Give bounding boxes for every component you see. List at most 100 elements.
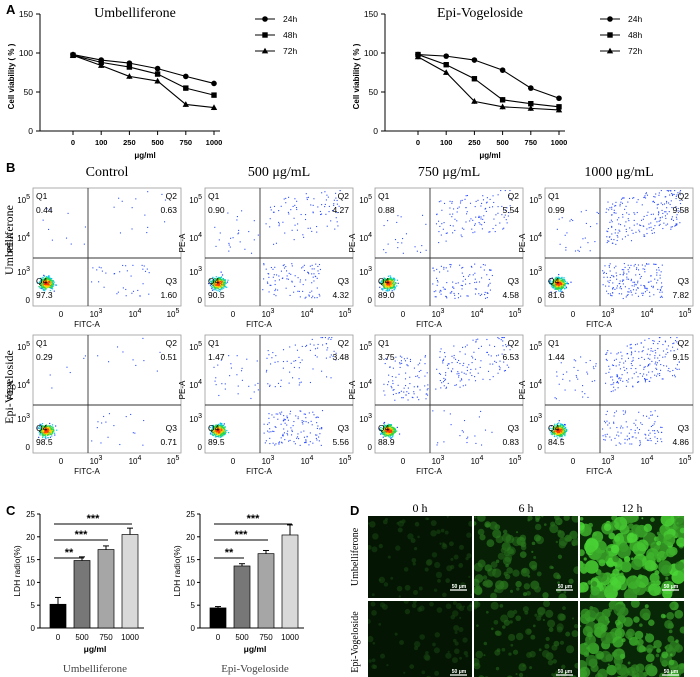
event-dot [380, 432, 382, 435]
event-dot [116, 346, 119, 348]
event-dot [395, 376, 397, 378]
event-dot [105, 421, 107, 423]
event-dot [558, 276, 560, 279]
event-dot [210, 280, 212, 283]
event-dot [633, 265, 635, 267]
event-dot [293, 291, 295, 293]
event-dot [668, 202, 670, 204]
event-dot [560, 282, 562, 284]
event-dot [46, 276, 48, 278]
event-dot [648, 281, 650, 283]
event-dot [445, 232, 447, 234]
event-dot [386, 281, 388, 283]
event-dot [481, 277, 483, 279]
event-dot [570, 281, 572, 283]
event-dot [248, 385, 250, 387]
event-dot [213, 284, 215, 286]
event-dot [616, 219, 618, 221]
event-dot [559, 287, 562, 289]
event-dot [553, 280, 555, 282]
event-dot [220, 423, 222, 425]
event-dot [220, 425, 222, 427]
event-dot [643, 235, 645, 237]
event-dot [676, 214, 678, 216]
event-dot [386, 289, 388, 291]
event-dot [327, 347, 329, 349]
event-dot [642, 268, 644, 270]
event-dot [673, 193, 675, 195]
event-dot [42, 432, 44, 435]
event-dot [51, 426, 53, 428]
event-dot [49, 209, 51, 211]
column-header: Control [86, 165, 129, 180]
event-dot [559, 290, 561, 293]
event-dot [381, 430, 383, 432]
event-dot [287, 430, 289, 432]
event-dot [253, 239, 255, 241]
event-dot [566, 232, 568, 234]
event-dot [652, 285, 654, 287]
event-dot [618, 229, 620, 231]
event-dot [284, 419, 286, 421]
event-dot [274, 266, 276, 268]
event-dot [555, 277, 557, 280]
event-dot [309, 432, 311, 434]
event-dot [651, 232, 653, 234]
event-dot [44, 279, 46, 281]
event-dot [220, 431, 223, 433]
event-dot [386, 434, 388, 436]
data-point-48h [443, 62, 449, 68]
event-dot [214, 436, 217, 438]
event-dot [221, 279, 223, 282]
event-dot [655, 263, 657, 265]
event-dot [556, 280, 558, 282]
event-dot [221, 428, 224, 430]
event-dot [565, 426, 567, 429]
event-dot [444, 288, 446, 290]
event-dot [657, 288, 659, 290]
event-dot [273, 416, 275, 418]
event-dot [605, 272, 608, 275]
event-dot [498, 365, 500, 367]
event-dot [563, 428, 565, 431]
event-dot [222, 435, 224, 437]
event-dot [383, 287, 385, 290]
event-dot [388, 436, 390, 438]
event-dot [626, 294, 628, 297]
event-dot [51, 282, 53, 285]
event-dot [50, 430, 52, 432]
event-dot [48, 286, 50, 288]
event-dot [627, 234, 629, 236]
event-dot [620, 201, 622, 203]
event-dot [221, 432, 223, 435]
data-point-72h [69, 52, 77, 58]
event-dot [402, 397, 404, 399]
event-dot [219, 286, 222, 288]
event-dot [609, 236, 611, 238]
event-dot [451, 290, 453, 293]
event-dot [389, 434, 391, 436]
event-dot [675, 223, 677, 225]
event-dot [399, 362, 401, 364]
event-dot [311, 424, 313, 426]
event-dot [221, 288, 223, 290]
event-dot [670, 226, 672, 228]
event-dot [443, 385, 445, 387]
event-dot [461, 285, 464, 287]
event-dot [557, 434, 559, 436]
event-dot [330, 338, 332, 340]
event-dot [222, 286, 224, 288]
event-dot [44, 431, 46, 433]
y-tick-label: 50 [24, 87, 34, 97]
event-dot [287, 434, 289, 436]
event-dot [562, 284, 564, 287]
event-dot [284, 439, 286, 441]
event-dot [319, 268, 321, 271]
event-dot [215, 436, 217, 438]
event-dot [382, 283, 384, 285]
event-dot [394, 431, 396, 433]
event-dot [48, 284, 50, 287]
event-dot [51, 280, 53, 282]
event-dot [613, 276, 615, 278]
event-dot [296, 229, 299, 231]
